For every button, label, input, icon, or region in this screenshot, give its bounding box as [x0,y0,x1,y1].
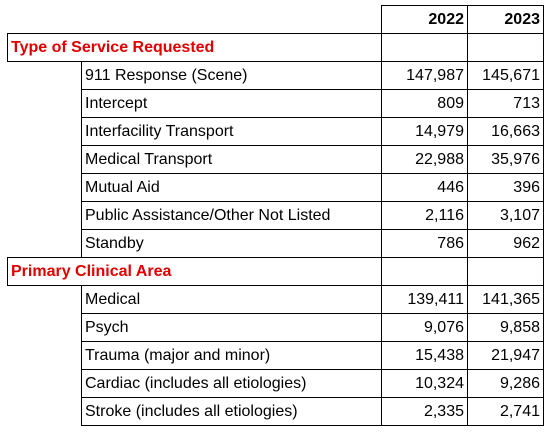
value-2023: 713 [467,89,544,118]
value-2023: 21,947 [467,341,544,370]
empty-cell [467,257,544,286]
value-2022: 14,979 [381,117,468,146]
table-row: Trauma (major and minor) 15,438 21,947 [8,341,544,370]
indent-cell [8,118,82,146]
value-2022: 139,411 [381,285,468,314]
row-label: Interfacility Transport [81,117,382,146]
value-2022: 9,076 [381,313,468,342]
value-2022: 147,987 [381,61,468,90]
section-title: Primary Clinical Area [7,257,382,286]
value-2023: 145,671 [467,61,544,90]
row-label: 911 Response (Scene) [81,61,382,90]
row-label: Mutual Aid [81,173,382,202]
empty-cell [467,33,544,62]
table-row: Mutual Aid 446 396 [8,173,544,202]
indent-cell [8,286,82,314]
table-row: Stroke (includes all etiologies) 2,335 2… [8,397,544,426]
section-header-row: Type of Service Requested [7,33,544,62]
table-row: Interfacility Transport 14,979 16,663 [8,117,544,146]
indent-cell [8,370,82,398]
row-label: Psych [81,313,382,342]
value-2022: 786 [381,229,468,258]
table-row: Medical 139,411 141,365 [8,285,544,314]
table-row: Psych 9,076 9,858 [8,313,544,342]
row-label: Trauma (major and minor) [81,341,382,370]
value-2022: 446 [381,173,468,202]
value-2022: 15,438 [381,341,468,370]
row-label: Medical [81,285,382,314]
table-row: Intercept 809 713 [8,89,544,118]
row-label: Cardiac (includes all etiologies) [81,369,382,398]
section-title: Type of Service Requested [7,33,382,62]
value-2022: 2,116 [381,201,468,230]
indent-cell [8,146,82,174]
empty-corner-cell [82,6,382,34]
value-2023: 9,286 [467,369,544,398]
row-label: Intercept [81,89,382,118]
value-2022: 2,335 [381,397,468,426]
row-label: Standby [81,229,382,258]
empty-cell [381,257,468,286]
ems-statistics-table: 2022 2023 Type of Service Requested 911 … [7,5,544,426]
year-2023-header: 2023 [467,5,544,34]
year-header-row: 2022 2023 [8,5,544,34]
value-2022: 22,988 [381,145,468,174]
indent-cell [8,90,82,118]
value-2023: 3,107 [467,201,544,230]
value-2023: 9,858 [467,313,544,342]
indent-cell [8,174,82,202]
table-row: 911 Response (Scene) 147,987 145,671 [8,61,544,90]
indent-cell [8,62,82,90]
table-row: Cardiac (includes all etiologies) 10,324… [8,369,544,398]
value-2023: 962 [467,229,544,258]
value-2023: 35,976 [467,145,544,174]
value-2022: 809 [381,89,468,118]
indent-cell [8,202,82,230]
value-2023: 141,365 [467,285,544,314]
value-2023: 396 [467,173,544,202]
empty-corner-cell [8,6,82,34]
value-2023: 16,663 [467,117,544,146]
value-2022: 10,324 [381,369,468,398]
indent-cell [8,398,82,426]
row-label: Medical Transport [81,145,382,174]
section-header-row: Primary Clinical Area [7,257,544,286]
row-label: Public Assistance/Other Not Listed [81,201,382,230]
indent-cell [8,230,82,258]
indent-cell [8,314,82,342]
year-2022-header: 2022 [381,5,468,34]
table-row: Public Assistance/Other Not Listed 2,116… [8,201,544,230]
empty-cell [381,33,468,62]
indent-cell [8,342,82,370]
table-row: Medical Transport 22,988 35,976 [8,145,544,174]
row-label: Stroke (includes all etiologies) [81,397,382,426]
value-2023: 2,741 [467,397,544,426]
table-row: Standby 786 962 [8,229,544,258]
